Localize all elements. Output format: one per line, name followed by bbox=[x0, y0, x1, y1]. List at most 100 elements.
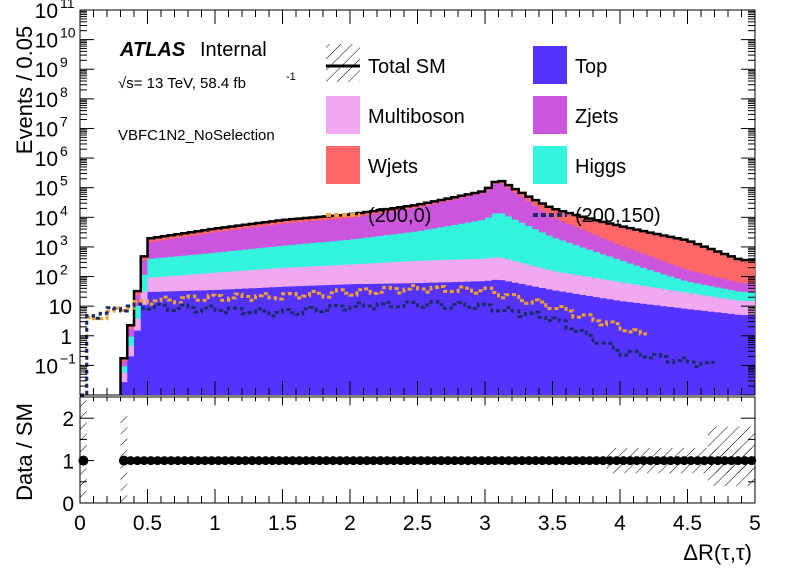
ratio-marker bbox=[126, 456, 136, 466]
ratio-marker bbox=[524, 456, 534, 466]
ratio-marker bbox=[159, 456, 169, 466]
ratio-marker bbox=[153, 456, 163, 466]
x-tick-label: 0.5 bbox=[133, 512, 162, 535]
ratio-marker bbox=[679, 456, 689, 466]
ratio-marker bbox=[463, 456, 473, 466]
x-tick-label: 4.5 bbox=[673, 512, 702, 535]
x-tick-label: 1.5 bbox=[268, 512, 297, 535]
ratio-panel bbox=[78, 397, 757, 503]
legend-swatch bbox=[533, 146, 567, 184]
ratio-marker bbox=[423, 456, 433, 466]
ratio-marker bbox=[193, 456, 203, 466]
ratio-marker bbox=[666, 456, 676, 466]
ratio-marker bbox=[213, 456, 223, 466]
y-tick-exponent: 3 bbox=[60, 232, 68, 248]
ratio-marker bbox=[632, 456, 642, 466]
ratio-marker bbox=[396, 456, 406, 466]
ratio-marker bbox=[571, 456, 581, 466]
ratio-marker bbox=[267, 456, 277, 466]
x-tick-label: 3.5 bbox=[538, 512, 567, 535]
signal-lines bbox=[80, 284, 715, 397]
ratio-marker bbox=[409, 456, 419, 466]
y-tick-label: 10 bbox=[35, 0, 58, 23]
legend-label: (200,0) bbox=[368, 205, 431, 227]
ratio-marker bbox=[605, 456, 615, 466]
y-tick-exponent: 6 bbox=[60, 143, 68, 159]
ratio-marker bbox=[281, 456, 291, 466]
ratio-marker bbox=[308, 456, 318, 466]
ratio-y-tick-label: 2 bbox=[62, 408, 74, 431]
ratio-marker bbox=[369, 456, 379, 466]
internal-label: Internal bbox=[200, 39, 267, 61]
ratio-marker bbox=[652, 456, 662, 466]
ratio-marker bbox=[625, 456, 635, 466]
ratio-marker bbox=[706, 456, 716, 466]
ratio-marker bbox=[180, 456, 190, 466]
ratio-marker bbox=[132, 456, 142, 466]
y-tick-label: 10 bbox=[35, 267, 58, 290]
x-tick-label: 0 bbox=[74, 512, 86, 535]
ratio-marker bbox=[146, 456, 156, 466]
x-tick-label: 3 bbox=[479, 512, 491, 535]
x-tick-label: 5 bbox=[749, 512, 761, 535]
ratio-marker bbox=[429, 456, 439, 466]
ratio-uncertainty-band bbox=[80, 397, 87, 503]
ratio-marker bbox=[186, 456, 196, 466]
ratio-marker bbox=[564, 456, 574, 466]
ratio-marker bbox=[240, 456, 250, 466]
ratio-marker bbox=[227, 456, 237, 466]
y-tick-exponent: 5 bbox=[60, 173, 68, 189]
y-tick-label: 1 bbox=[60, 326, 72, 349]
ratio-marker bbox=[416, 456, 426, 466]
ratio-marker bbox=[504, 456, 514, 466]
ratio-marker bbox=[699, 456, 709, 466]
ratio-marker bbox=[456, 456, 466, 466]
y-tick-exponent: 11 bbox=[60, 0, 75, 11]
y-tick-exponent: 2 bbox=[60, 262, 68, 278]
ratio-marker bbox=[726, 456, 736, 466]
atlas-label: ATLAS bbox=[119, 39, 186, 61]
ratio-marker bbox=[301, 456, 311, 466]
ratio-marker bbox=[261, 456, 271, 466]
legend: Total SM Top Multiboson Zjets Wjets Higgs (200… bbox=[326, 44, 661, 227]
ratio-marker bbox=[672, 456, 682, 466]
legend-swatch bbox=[533, 96, 567, 134]
ratio-marker bbox=[483, 456, 493, 466]
legend-label: Zjets bbox=[575, 106, 618, 128]
ratio-marker bbox=[618, 456, 628, 466]
legend-label: Multiboson bbox=[368, 106, 465, 128]
legend-label: Higgs bbox=[575, 156, 626, 178]
ratio-marker bbox=[659, 456, 669, 466]
region-label: VBFC1N2_NoSelection bbox=[118, 127, 275, 144]
ratio-marker bbox=[470, 456, 480, 466]
y-tick-label: 10 bbox=[35, 207, 58, 230]
ratio-marker bbox=[537, 456, 547, 466]
ratio-marker bbox=[598, 456, 608, 466]
ratio-marker bbox=[382, 456, 392, 466]
ratio-marker bbox=[315, 456, 325, 466]
ratio-marker bbox=[443, 456, 453, 466]
y-tick-exponent: −1 bbox=[60, 350, 76, 366]
y-tick-label: 10 bbox=[35, 30, 58, 53]
ratio-marker bbox=[612, 456, 622, 466]
ratio-marker bbox=[207, 456, 217, 466]
y-tick-label: 10 bbox=[35, 148, 58, 171]
ratio-marker bbox=[321, 456, 331, 466]
ratio-marker bbox=[544, 456, 554, 466]
ratio-marker bbox=[220, 456, 230, 466]
ratio-marker bbox=[436, 456, 446, 466]
y-tick-exponent: 8 bbox=[60, 84, 68, 100]
total-sm-line bbox=[119, 179, 755, 395]
ratio-marker bbox=[348, 456, 358, 466]
ratio-marker bbox=[578, 456, 588, 466]
ratio-marker bbox=[686, 456, 696, 466]
ratio-marker bbox=[558, 456, 568, 466]
legend-swatch bbox=[533, 46, 567, 84]
legend-label: (200,150) bbox=[575, 205, 661, 227]
ratio-marker bbox=[645, 456, 655, 466]
y-tick-label: 10 bbox=[35, 355, 58, 378]
ratio-marker bbox=[294, 456, 304, 466]
